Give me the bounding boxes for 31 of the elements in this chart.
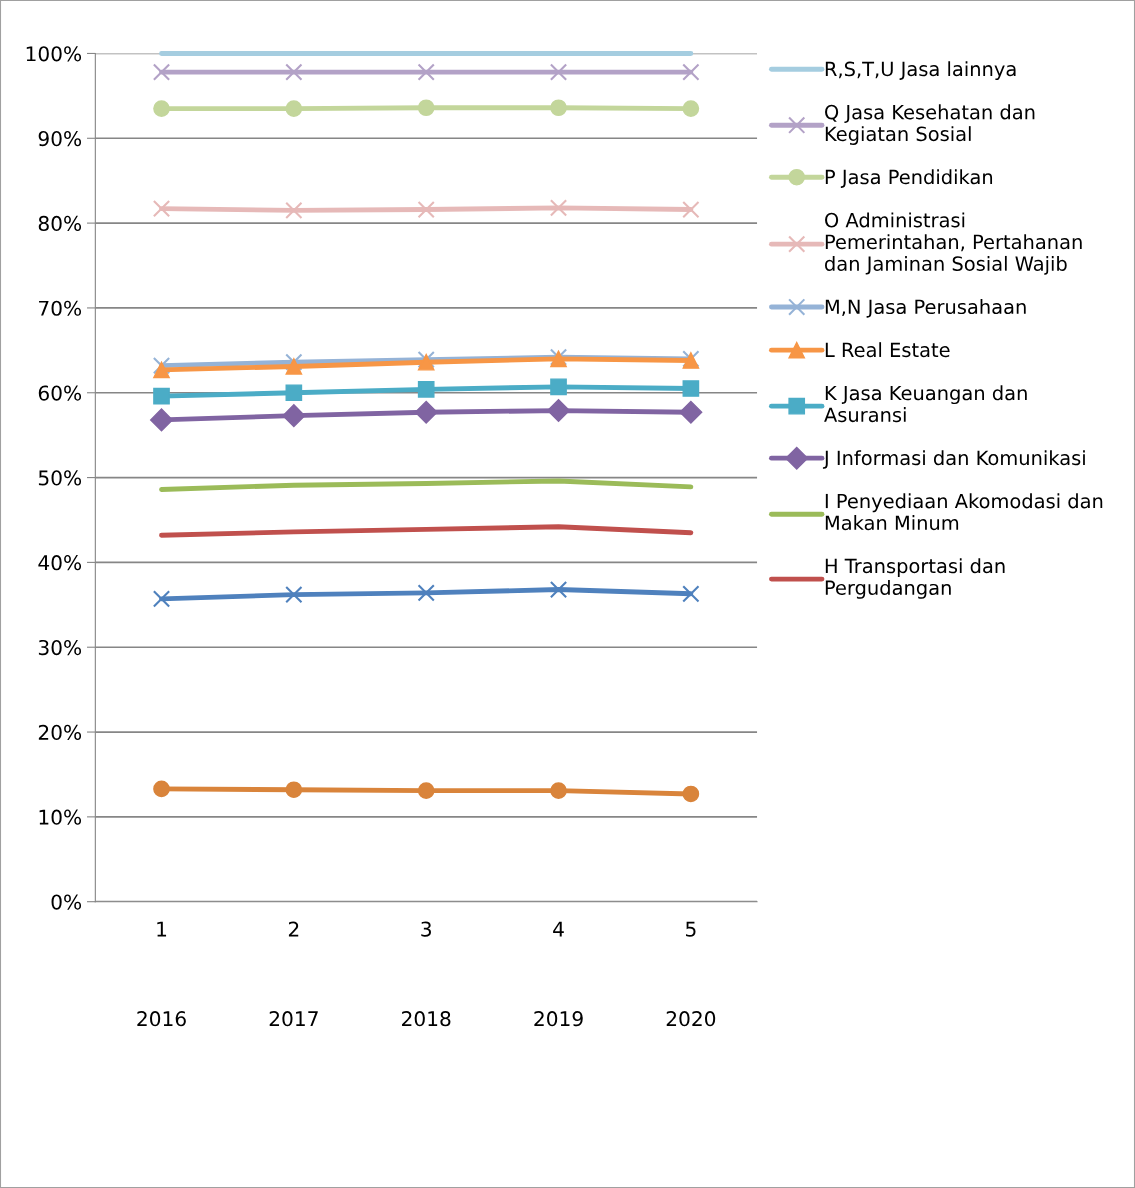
x-tick-label: 4 <box>553 921 564 937</box>
legend-label: K Jasa Keuangan dan Asuransi <box>824 385 1027 423</box>
legend-label: J Informasi dan Komunikasi <box>822 450 1085 469</box>
legend-label: I Penyediaan Akomodasi dan Makan Minum <box>825 493 1103 531</box>
y-tick-label: 30% <box>38 639 82 656</box>
y-tick-label: 80% <box>38 215 82 232</box>
y-tick-label: 90% <box>38 130 82 147</box>
x-tick-label: 3 <box>421 921 431 937</box>
text: 2016 <box>137 1011 186 1027</box>
text: 2019 <box>534 1011 583 1027</box>
y-tick-label: 70% <box>39 300 82 316</box>
legend-label: H Transportasi dan Pergudangan <box>825 558 1005 599</box>
x-tick-label: 2 <box>288 921 299 937</box>
x-tick-label: 5 <box>686 921 696 937</box>
legend-label: Q Jasa Kesehatan dan Kegiatan Sosial <box>825 104 1035 145</box>
y-tick-label: 60% <box>38 385 82 401</box>
legend-label: O Administrasi Pemerintahan, Pertahanan dan Jaminan Sosial Wajib <box>825 212 1082 275</box>
y-tick-label: 10% <box>39 809 82 825</box>
legend-label: P Jasa Pendidikan <box>825 169 993 188</box>
y-tick-label: 100% <box>26 46 82 62</box>
x-tick-label: 1 <box>157 921 167 937</box>
text: 2020 <box>666 1011 716 1027</box>
legend-label: L Real Estate <box>825 342 950 358</box>
legend-label: R,S,T,U Jasa lainnya <box>825 61 1016 81</box>
y-tick-label: 20% <box>38 724 82 740</box>
legend-label: M,N Jasa Perusahaan <box>825 299 1026 318</box>
y-tick-label: 50% <box>38 470 82 486</box>
y-tick-label: 40% <box>38 555 82 571</box>
text: 2018 <box>402 1011 451 1027</box>
y-tick-label: 0% <box>51 894 82 910</box>
text: 2017 <box>269 1011 318 1027</box>
